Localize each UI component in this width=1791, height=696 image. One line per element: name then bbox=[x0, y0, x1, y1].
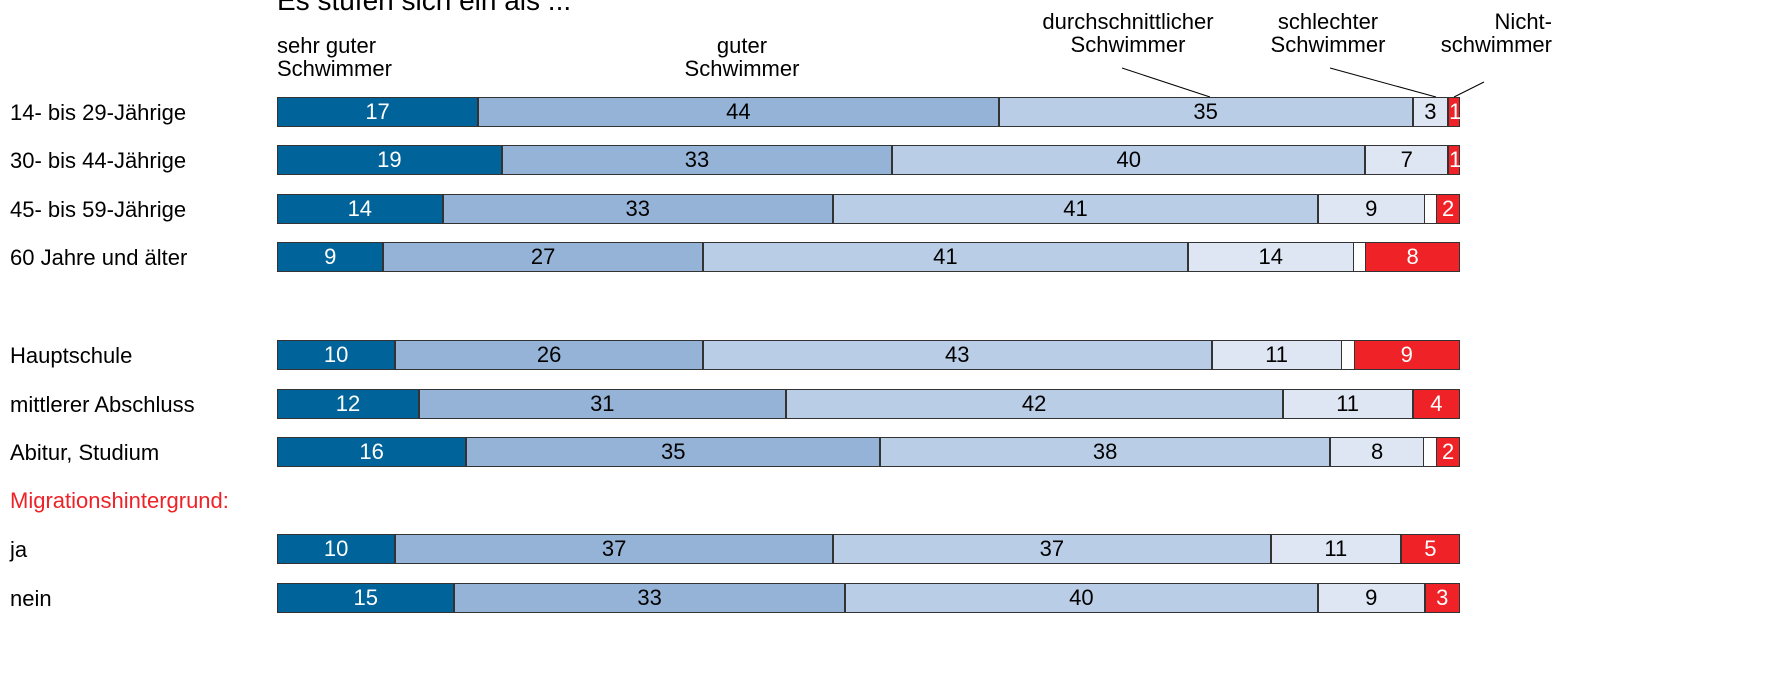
leader-line bbox=[1329, 67, 1437, 98]
bar-segment: 16 bbox=[277, 437, 467, 467]
bar-segment: 10 bbox=[277, 534, 396, 564]
bar-segment: 19 bbox=[277, 145, 502, 175]
bar-segment: 37 bbox=[395, 534, 833, 564]
bar-segment: 43 bbox=[702, 340, 1212, 370]
bar-segment: 9 bbox=[1353, 340, 1460, 370]
chart-title: Es stufen sich ein als ... bbox=[277, 0, 572, 16]
bar-segment: 44 bbox=[478, 97, 999, 127]
bar-segment: 41 bbox=[833, 194, 1319, 224]
legend-label: schlechter Schwimmer bbox=[1270, 9, 1386, 57]
bar-segment: 14 bbox=[1187, 242, 1354, 272]
bar-segment: 8 bbox=[1365, 242, 1460, 272]
legend-label: Nicht- schwimmer bbox=[1440, 9, 1552, 57]
bar-segment: 26 bbox=[395, 340, 703, 370]
category-label: mittlerer Abschluss bbox=[10, 392, 195, 417]
category-label: 60 Jahre und älter bbox=[10, 245, 188, 270]
bar-segment: 42 bbox=[785, 389, 1283, 419]
bar-segment: 41 bbox=[702, 242, 1188, 272]
category-label: Abitur, Studium bbox=[10, 440, 160, 465]
bar-segment: 11 bbox=[1211, 340, 1342, 370]
bar-segment: 35 bbox=[998, 97, 1413, 127]
bar-segment: 35 bbox=[466, 437, 881, 467]
leader-line bbox=[1121, 67, 1211, 98]
category-label: ja bbox=[10, 537, 28, 562]
category-label: 14- bis 29-Jährige bbox=[10, 100, 187, 125]
legend-label: durchschnittlicher Schwimmer bbox=[1042, 9, 1214, 57]
bar-segment: 1 bbox=[1448, 145, 1461, 175]
bar-segment: 11 bbox=[1282, 389, 1413, 419]
bar-segment: 2 bbox=[1436, 437, 1460, 467]
bar-segment: 37 bbox=[833, 534, 1271, 564]
leader-line bbox=[1453, 81, 1485, 98]
legend-label: sehr guter Schwimmer bbox=[277, 33, 392, 81]
bar-segment: 40 bbox=[892, 145, 1366, 175]
bar-segment: 4 bbox=[1412, 389, 1460, 419]
bar-segment: 5 bbox=[1400, 534, 1460, 564]
bar-segment: 10 bbox=[277, 340, 396, 370]
bar-segment: 11 bbox=[1270, 534, 1401, 564]
bar-segment: 40 bbox=[844, 583, 1319, 613]
bar-segment: 9 bbox=[1318, 194, 1425, 224]
group-label: Migrationshintergrund: bbox=[10, 488, 229, 513]
category-label: 45- bis 59-Jährige bbox=[10, 197, 187, 222]
bar-segment: 9 bbox=[277, 242, 384, 272]
bar-segment: 12 bbox=[277, 389, 419, 419]
bar-segment: 2 bbox=[1436, 194, 1460, 224]
bar-segment: 8 bbox=[1329, 437, 1425, 467]
bar-segment: 33 bbox=[442, 194, 833, 224]
category-label: Hauptschule bbox=[10, 343, 133, 368]
bar-segment: 7 bbox=[1365, 145, 1449, 175]
bar-segment: 1 bbox=[1448, 97, 1461, 127]
bar-segment: 15 bbox=[277, 583, 455, 613]
bar-segment: 31 bbox=[418, 389, 786, 419]
bar-segment: 27 bbox=[383, 242, 703, 272]
bar-segment: 3 bbox=[1412, 97, 1449, 127]
bar-segment: 38 bbox=[880, 437, 1330, 467]
bar-segment: 3 bbox=[1424, 583, 1460, 613]
bar-segment: 14 bbox=[277, 194, 443, 224]
category-label: nein bbox=[10, 586, 52, 611]
bar-segment: 17 bbox=[277, 97, 479, 127]
bar-segment: 33 bbox=[501, 145, 893, 175]
legend-label: guter Schwimmer bbox=[684, 33, 800, 81]
bar-segment: 9 bbox=[1318, 583, 1425, 613]
bar-segment: 33 bbox=[454, 583, 845, 613]
category-label: 30- bis 44-Jährige bbox=[10, 148, 187, 173]
